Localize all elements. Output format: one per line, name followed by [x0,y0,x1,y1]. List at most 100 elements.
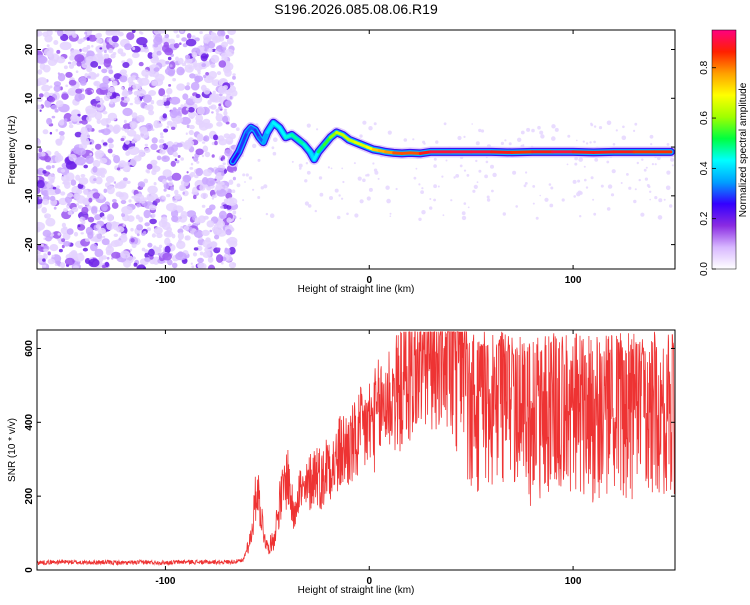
noise-speckle [486,198,491,202]
noise-blob [122,177,128,182]
noise-speckle [377,177,380,180]
noise-blob [177,228,184,234]
noise-speckle [359,134,363,138]
noise-blob [120,86,124,90]
noise-blob [131,243,137,249]
noise-blob [164,245,171,254]
noise-blob [68,64,75,69]
noise-speckle [386,198,391,204]
noise-blob [156,99,165,107]
noise-blob [165,105,170,109]
noise-blob [110,240,120,248]
noise-blob [165,60,170,65]
snr-frame [36,329,676,571]
noise-blob [67,210,73,216]
noise-blob [58,131,65,136]
noise-blob [103,53,110,59]
noise-blob [169,64,173,68]
noise-speckle [368,187,373,192]
noise-blob [196,106,205,115]
noise-blob [57,155,64,162]
noise-blob [74,93,82,102]
noise-speckle [433,184,437,189]
snr-x-tick-label: 100 [565,576,582,587]
noise-speckle [306,123,311,128]
noise-blob [75,70,79,73]
noise-blob [38,147,43,153]
noise-blob [151,165,161,172]
noise-blob [102,75,111,85]
noise-blob [94,150,105,158]
noise-speckle [566,163,569,166]
noise-blob [99,82,109,91]
noise-blob [45,217,56,227]
noise-blob [95,33,101,39]
noise-speckle [532,202,535,205]
noise-speckle [590,176,594,180]
noise-blob [44,213,51,219]
noise-blob [193,247,199,251]
noise-speckle [636,161,639,165]
noise-blob [56,185,60,189]
noise-blob [94,111,103,121]
noise-speckle [633,199,637,204]
noise-blob [174,189,179,195]
noise-speckle [305,162,309,165]
noise-blob [144,104,151,110]
noise-speckle [336,215,341,220]
noise-blob [99,157,108,164]
noise-blob [208,105,213,109]
noise-blob [45,235,52,242]
noise-blob [66,228,74,235]
noise-speckle [611,169,616,174]
noise-blob [91,148,94,151]
noise-blob [213,134,218,141]
snr-x-tick-label: -100 [155,576,175,587]
noise-blob [202,169,212,177]
noise-blob [195,167,204,177]
noise-blob [219,210,227,220]
noise-blob [220,205,224,209]
noise-blob [101,216,106,220]
noise-blob [75,147,87,156]
noise-blob [166,142,170,146]
noise-blob [136,233,140,237]
noise-speckle [304,201,309,206]
noise-blob [79,117,82,121]
noise-speckle [372,162,375,165]
noise-blob [60,33,69,42]
noise-blob [156,150,159,153]
noise-blob [231,90,238,97]
noise-blob [189,124,195,130]
noise-blob [37,55,48,64]
noise-speckle [435,140,439,144]
noise-speckle [291,160,294,163]
noise-blob [151,137,158,144]
noise-blob [111,202,119,209]
noise-speckle [643,168,647,172]
noise-speckle [638,178,641,182]
noise-blob [211,194,217,199]
noise-blob [49,244,59,252]
noise-speckle [670,157,675,162]
noise-blob [165,231,171,237]
noise-speckle [544,197,549,202]
noise-blob [119,75,128,83]
noise-blob [162,94,167,98]
noise-blob [102,207,107,211]
noise-blob [137,77,143,84]
noise-speckle [589,141,592,144]
noise-blob [182,191,185,195]
noise-speckle [649,134,654,139]
trace-core-segment [510,150,534,154]
noise-blob [130,157,137,167]
noise-speckle [593,140,596,144]
noise-blob [205,207,213,215]
noise-blob [42,264,47,268]
noise-blob [196,161,200,164]
noise-blob [203,74,207,79]
noise-blob [227,236,238,245]
spectrogram-y-axis: 20 10 0 -10 -20 [24,44,675,252]
noise-blob [43,248,49,253]
noise-blob [199,251,204,256]
